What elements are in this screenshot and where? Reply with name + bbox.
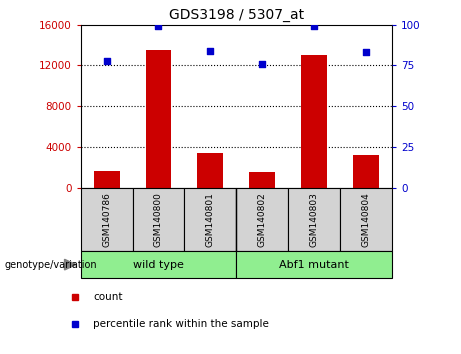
Bar xyxy=(81,251,236,278)
Text: Abf1 mutant: Abf1 mutant xyxy=(279,259,349,270)
Point xyxy=(362,50,370,55)
Bar xyxy=(81,188,133,251)
Text: GSM140801: GSM140801 xyxy=(206,192,215,247)
Text: wild type: wild type xyxy=(133,259,184,270)
Bar xyxy=(146,50,171,188)
Text: percentile rank within the sample: percentile rank within the sample xyxy=(93,319,269,329)
Bar xyxy=(94,171,119,188)
Text: genotype/variation: genotype/variation xyxy=(5,259,97,270)
Bar xyxy=(236,188,288,251)
Bar xyxy=(133,188,184,251)
Text: GSM140802: GSM140802 xyxy=(258,192,267,247)
Point xyxy=(259,61,266,67)
Text: GSM140800: GSM140800 xyxy=(154,192,163,247)
Point xyxy=(310,24,318,29)
Bar xyxy=(184,188,236,251)
Bar xyxy=(340,188,392,251)
Point xyxy=(207,48,214,54)
Point xyxy=(155,24,162,29)
Bar xyxy=(353,155,379,188)
Text: GSM140804: GSM140804 xyxy=(361,192,371,247)
Bar xyxy=(249,172,275,188)
Bar xyxy=(197,153,223,188)
Text: GSM140803: GSM140803 xyxy=(309,192,319,247)
Bar xyxy=(236,251,392,278)
Point xyxy=(103,58,110,63)
Text: count: count xyxy=(93,292,123,302)
Bar xyxy=(301,55,327,188)
Bar xyxy=(288,188,340,251)
Text: GSM140786: GSM140786 xyxy=(102,192,111,247)
Title: GDS3198 / 5307_at: GDS3198 / 5307_at xyxy=(169,8,304,22)
Polygon shape xyxy=(65,259,76,270)
